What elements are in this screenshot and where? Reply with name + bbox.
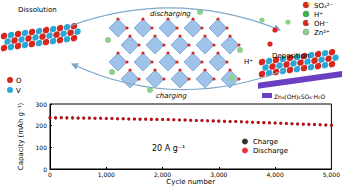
svg-text:5,000: 5,000 <box>323 171 340 178</box>
svg-text:3,000: 3,000 <box>210 171 227 178</box>
svg-text:20 A g⁻¹: 20 A g⁻¹ <box>152 144 185 153</box>
svg-text:V: V <box>16 87 21 95</box>
svg-text:SO₄²⁻: SO₄²⁻ <box>314 2 334 10</box>
svg-text:H⁺: H⁺ <box>314 11 323 19</box>
svg-text:Dissolution: Dissolution <box>18 6 57 14</box>
svg-text:Deposition: Deposition <box>272 52 309 60</box>
svg-text:Cycle number: Cycle number <box>166 178 215 186</box>
svg-text:0: 0 <box>43 166 47 173</box>
svg-text:charging: charging <box>156 92 187 100</box>
svg-text:Discharge: Discharge <box>253 147 288 155</box>
svg-text:300: 300 <box>36 101 48 108</box>
svg-text:4,000: 4,000 <box>267 171 284 178</box>
svg-text:1,000: 1,000 <box>98 171 115 178</box>
svg-text:H⁺: H⁺ <box>244 58 253 66</box>
svg-text:O: O <box>16 77 22 85</box>
svg-text:OH⁻: OH⁻ <box>314 20 329 28</box>
svg-text:Capacity (mAh g⁻¹): Capacity (mAh g⁻¹) <box>17 102 25 170</box>
svg-text:Zn²⁺: Zn²⁺ <box>314 29 330 37</box>
svg-text:200: 200 <box>36 122 48 129</box>
svg-text:discharging: discharging <box>150 10 191 18</box>
svg-text:0: 0 <box>48 171 52 178</box>
svg-text:Zn₄(OH)₆SO₄·H₂O: Zn₄(OH)₆SO₄·H₂O <box>274 93 325 100</box>
svg-text:Charge: Charge <box>253 138 278 146</box>
svg-text:2,000: 2,000 <box>154 171 171 178</box>
svg-text:100: 100 <box>36 144 48 151</box>
